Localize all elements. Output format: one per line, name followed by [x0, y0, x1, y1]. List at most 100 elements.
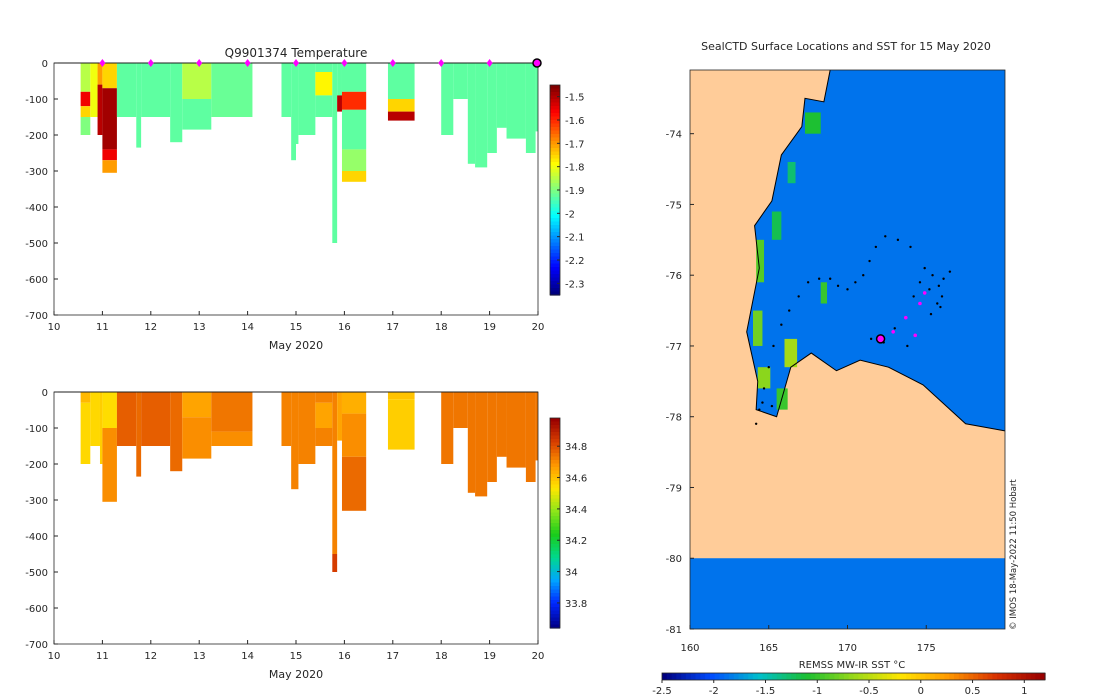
sst-patch	[787, 161, 796, 184]
sst-patch	[757, 367, 771, 389]
map-x-ticks: 160 165 170 175	[680, 625, 936, 654]
track-point	[868, 259, 871, 263]
station-marker	[389, 59, 396, 67]
colorbar-swatch	[550, 579, 560, 584]
map-colorbar-swatch	[719, 673, 725, 680]
colorbar-swatch	[550, 263, 560, 268]
map-colorbar-swatch	[930, 673, 936, 680]
map-colorbar-swatch	[709, 673, 716, 680]
colorbar-swatch	[550, 274, 560, 279]
colorbar-swatch	[550, 242, 560, 247]
map-colorbar-swatch	[800, 673, 807, 680]
x-tick-label: 13	[193, 651, 206, 662]
map-colorbar-swatch	[685, 673, 692, 680]
colorbar-swatch	[550, 214, 560, 219]
colorbar-swatch	[550, 509, 560, 514]
colorbar-swatch	[550, 200, 560, 205]
last-position-marker	[875, 334, 886, 344]
temperature-x-ticks: 10 11 12 13 14 15 16 17 18 19 20	[48, 311, 545, 333]
profile-cell	[90, 392, 100, 446]
track-point	[936, 302, 939, 305]
station-marker	[196, 59, 203, 67]
profile-cell	[341, 91, 367, 110]
x-tick-label: 20	[532, 322, 545, 333]
colorbar-swatch	[550, 547, 560, 552]
colorbar-tick-label: -1.7	[565, 139, 585, 150]
station-marker	[293, 59, 299, 67]
track-point	[929, 312, 933, 316]
y-tick-label: -700	[25, 640, 48, 651]
colorbar-swatch	[550, 235, 560, 240]
profile-cell	[535, 392, 538, 461]
colorbar-swatch	[550, 589, 560, 594]
colorbar-swatch	[550, 127, 560, 132]
profile-cell	[97, 84, 103, 135]
map-colorbar-swatch	[1040, 673, 1046, 680]
map-colorbar-swatch	[700, 673, 706, 680]
y-tick-label: -500	[25, 568, 48, 579]
map-colorbar-swatch	[786, 673, 792, 680]
salinity-profiles	[80, 392, 538, 572]
x-tick-label: 20	[532, 651, 545, 662]
colorbar-tick-label: 34.6	[565, 474, 587, 485]
profile-cell	[506, 392, 526, 468]
map-colorbar-swatch	[671, 673, 677, 680]
colorbar-tick-label: 33.8	[565, 599, 587, 610]
map-colorbar-swatch	[662, 673, 668, 680]
recent-point	[891, 330, 895, 334]
map-colorbar-swatch	[829, 673, 835, 680]
map-colorbar-swatch	[796, 673, 802, 680]
colorbar-tick-label: 34.2	[565, 536, 587, 547]
map-colorbar-tick-label: -1.5	[756, 686, 776, 697]
profile-cell	[337, 392, 342, 441]
track-point	[797, 295, 800, 298]
profile-cell	[116, 392, 137, 446]
profile-cell	[315, 72, 333, 96]
map-y-tick-label: -77	[666, 342, 682, 353]
colorbar-swatch	[550, 239, 560, 244]
temperature-title: Q9901374 Temperature	[225, 46, 368, 60]
y-tick-label: -500	[25, 239, 48, 250]
profile-cell	[291, 392, 299, 490]
map-colorbar-swatch	[1035, 673, 1041, 680]
colorbar-swatch	[550, 582, 560, 587]
profile-cell	[441, 63, 454, 135]
profile-cell	[80, 392, 91, 403]
profile-cell	[341, 109, 367, 150]
map-colorbar-swatch	[887, 673, 893, 680]
colorbar-swatch	[550, 603, 560, 608]
profile-cell	[315, 392, 333, 403]
sst-patch	[784, 338, 798, 368]
profile-cell	[298, 392, 316, 464]
profile-cell	[525, 63, 536, 153]
map-colorbar-swatch	[1016, 673, 1022, 680]
map-colorbar-swatch	[977, 673, 984, 680]
colorbar-swatch	[550, 95, 560, 100]
map-colorbar-swatch	[834, 673, 840, 680]
colorbar-swatch	[550, 130, 560, 135]
map-colorbar-tick-label: 1	[1021, 686, 1027, 697]
map-colorbar-swatch	[896, 673, 902, 680]
colorbar-swatch	[550, 453, 560, 458]
map-recent-points	[875, 291, 927, 344]
track-point	[762, 387, 766, 390]
temperature-station-markers	[99, 58, 542, 68]
profile-cell	[387, 399, 415, 450]
map-colorbar-swatch	[839, 673, 845, 680]
y-tick-label: -400	[25, 532, 48, 543]
x-tick-label: 13	[193, 322, 206, 333]
y-tick-label: -200	[25, 460, 48, 471]
map-colorbar-swatch	[891, 673, 898, 680]
profile-cell	[535, 63, 538, 132]
map-colorbar-swatch	[949, 673, 955, 680]
colorbar-swatch	[550, 134, 560, 139]
track-point	[939, 305, 942, 309]
track-point	[869, 337, 873, 341]
x-tick-label: 10	[48, 651, 61, 662]
colorbar-swatch	[550, 614, 560, 619]
profile-cell	[281, 63, 292, 117]
map-colorbar-swatch	[1021, 673, 1027, 680]
map-y-tick-label: -76	[666, 271, 682, 282]
colorbar-swatch	[550, 439, 560, 444]
colorbar-swatch	[550, 544, 560, 549]
